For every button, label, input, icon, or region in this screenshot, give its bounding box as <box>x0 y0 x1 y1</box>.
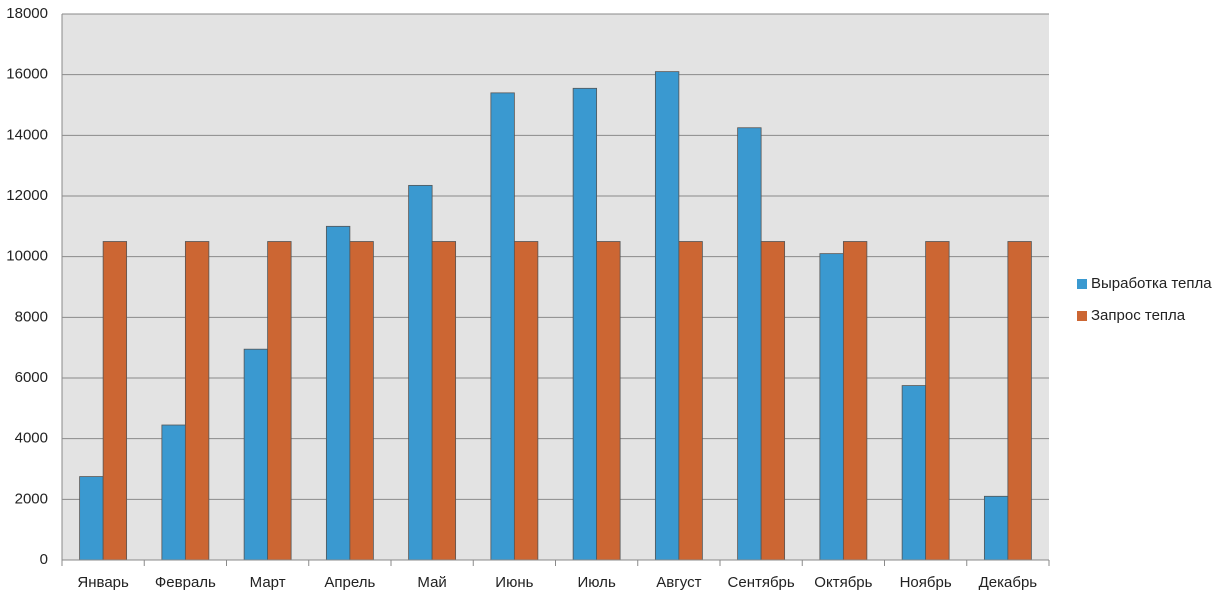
bar <box>431 241 457 561</box>
bar <box>737 127 762 561</box>
bar <box>654 71 680 561</box>
bar <box>102 241 128 561</box>
x-tick-label: Январь <box>77 574 129 591</box>
x-tick-label: Апрель <box>324 574 375 591</box>
y-tick-label: 18000 <box>6 5 48 22</box>
bar <box>408 184 433 561</box>
bar <box>1007 241 1032 561</box>
x-tick-label: Ноябрь <box>900 574 952 591</box>
x-tick-label: Октябрь <box>814 574 872 591</box>
x-tick-label: Июль <box>577 574 615 591</box>
x-tick-label: Май <box>417 574 446 591</box>
bar <box>79 476 104 561</box>
bar <box>596 241 621 561</box>
x-tick-label: Июнь <box>495 574 533 591</box>
bar <box>349 241 374 561</box>
y-tick-label: 10000 <box>6 248 48 265</box>
bar <box>572 87 598 561</box>
bar <box>678 241 703 561</box>
y-tick-label: 4000 <box>15 430 48 447</box>
bar <box>513 241 539 561</box>
bar <box>925 241 950 561</box>
bar <box>184 241 210 561</box>
bar <box>267 241 292 561</box>
bar <box>243 348 269 561</box>
y-tick-label: 16000 <box>6 66 48 83</box>
y-tick-label: 8000 <box>15 308 48 325</box>
y-tick-label: 0 <box>40 551 48 568</box>
x-tick-label: Февраль <box>155 574 216 591</box>
y-tick-label: 6000 <box>15 369 48 386</box>
y-tick-label: 14000 <box>6 126 48 143</box>
x-tick-label: Август <box>656 574 701 591</box>
bar <box>901 385 927 561</box>
legend-swatch <box>1077 279 1087 289</box>
x-tick-label: Декабрь <box>979 574 1038 591</box>
plot-area <box>62 14 1049 560</box>
x-tick-label: Сентябрь <box>728 574 795 591</box>
bar <box>760 241 786 561</box>
bar <box>842 241 868 561</box>
bar <box>325 225 351 561</box>
bar <box>983 495 1009 561</box>
bar <box>490 92 515 561</box>
x-tick-label: Март <box>250 574 286 591</box>
legend-label: Запрос тепла <box>1091 307 1186 324</box>
y-tick-label: 12000 <box>6 187 48 204</box>
y-tick-label: 2000 <box>15 490 48 507</box>
bar <box>161 424 186 561</box>
bar <box>819 253 844 561</box>
legend-label: Выработка тепла <box>1091 275 1212 292</box>
legend-swatch <box>1077 311 1087 321</box>
